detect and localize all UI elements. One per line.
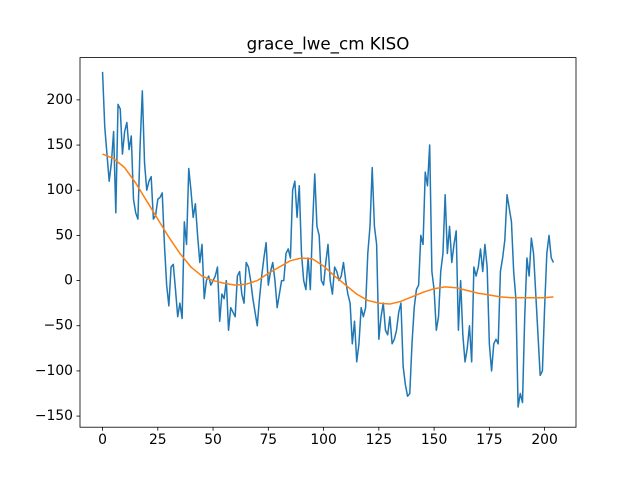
y-tick-label: 150 <box>46 137 73 153</box>
y-tick-label: 0 <box>64 273 73 289</box>
x-tick-label: 125 <box>366 432 393 448</box>
x-tick-label: 175 <box>476 432 503 448</box>
y-tick-label: −100 <box>35 363 73 379</box>
x-tick-label: 150 <box>421 432 448 448</box>
y-tick-label: 100 <box>46 182 73 198</box>
y-tick-label: −150 <box>35 408 73 424</box>
plot-frame <box>79 57 577 428</box>
x-tick-label: 0 <box>98 432 107 448</box>
y-tick-label: 200 <box>46 92 73 108</box>
y-tick-label: −50 <box>44 318 73 334</box>
x-tick-label: 25 <box>149 432 167 448</box>
x-tick-label: 50 <box>204 432 222 448</box>
x-tick-label: 100 <box>310 432 337 448</box>
chart-title: grace_lwe_cm KISO <box>247 34 410 55</box>
series-line <box>102 153 554 305</box>
y-tick-label: 50 <box>55 227 73 243</box>
series-line <box>101 71 555 408</box>
x-tick-label: 200 <box>531 432 558 448</box>
x-tick-label: 75 <box>259 432 277 448</box>
